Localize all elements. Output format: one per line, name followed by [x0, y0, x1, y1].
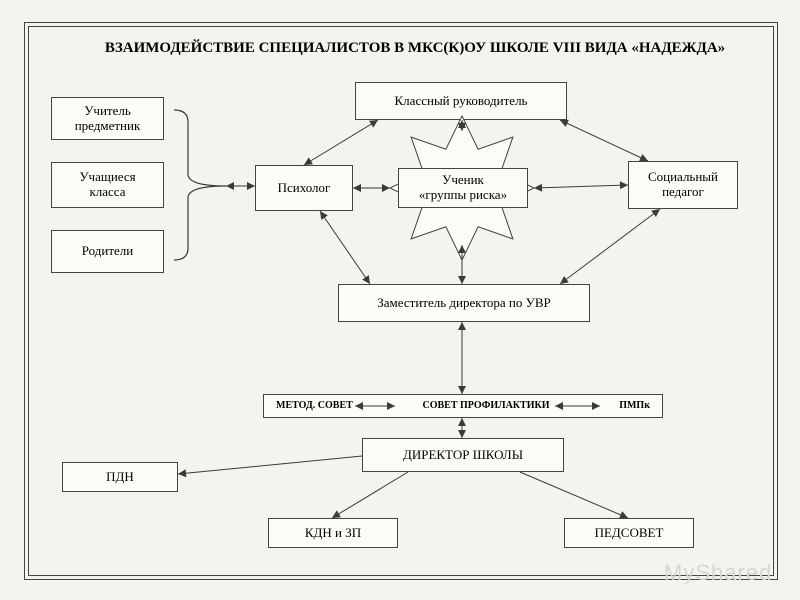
node-label: Родители — [82, 244, 134, 259]
node-label: ДИРЕКТОР ШКОЛЫ — [403, 448, 523, 463]
watermark: MyShared — [664, 560, 772, 586]
node-kdn: КДН и ЗП — [268, 518, 398, 548]
node-label: Социальныйпедагог — [648, 170, 718, 200]
node-students: Учащиесякласса — [51, 162, 164, 208]
node-label: Ученик«группы риска» — [419, 173, 507, 203]
node-teacher: Учительпредметник — [51, 97, 164, 140]
diagram-title: ВЗАИМОДЕЙСТВИЕ СПЕЦИАЛИСТОВ В МКС(К)ОУ Ш… — [95, 40, 735, 57]
node-director: ДИРЕКТОР ШКОЛЫ — [362, 438, 564, 472]
node-class-teacher: Классный руководитель — [355, 82, 567, 120]
node-social-teacher: Социальныйпедагог — [628, 161, 738, 209]
mc-item: МЕТОД. СОВЕТ — [276, 400, 353, 412]
mc-item: СОВЕТ ПРОФИЛАКТИКИ — [423, 400, 550, 412]
node-parents: Родители — [51, 230, 164, 273]
node-label: ПДН — [106, 470, 134, 485]
node-pdn: ПДН — [62, 462, 178, 492]
node-method-council: МЕТОД. СОВЕТ СОВЕТ ПРОФИЛАКТИКИ ПМПк — [263, 394, 663, 418]
node-label: Учащиесякласса — [79, 170, 135, 200]
mc-item: ПМПк — [619, 400, 650, 412]
node-psychologist: Психолог — [255, 165, 353, 211]
diagram-page: ВЗАИМОДЕЙСТВИЕ СПЕЦИАЛИСТОВ В МКС(К)ОУ Ш… — [0, 0, 800, 600]
node-label: ПЕДСОВЕТ — [595, 526, 664, 541]
node-label: Заместитель директора по УВР — [377, 296, 550, 311]
node-label: Классный руководитель — [395, 94, 528, 109]
node-pedsovet: ПЕДСОВЕТ — [564, 518, 694, 548]
node-label: Учительпредметник — [75, 104, 141, 134]
node-label: Психолог — [278, 181, 331, 196]
node-deputy-director: Заместитель директора по УВР — [338, 284, 590, 322]
node-pupil-risk: Ученик«группы риска» — [398, 168, 528, 208]
node-label: КДН и ЗП — [305, 526, 361, 541]
